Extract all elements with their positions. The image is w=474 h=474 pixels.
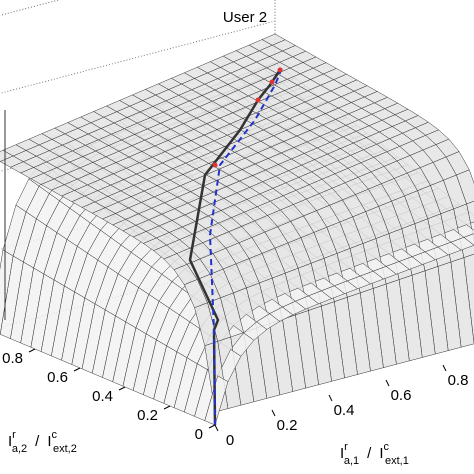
y-tick-label: 0.4	[92, 388, 113, 405]
y-axis-label: Ir a,2 / Ic ext,2	[8, 429, 77, 455]
label-part: I	[47, 433, 51, 450]
y-tick-label: 0.2	[137, 407, 158, 424]
x-tick	[214, 424, 219, 432]
y-tick	[208, 424, 216, 429]
label-part: I	[340, 445, 344, 462]
wall-grid	[0, 20, 276, 94]
trajectory-user	[188, 69, 282, 426]
point	[277, 67, 283, 73]
x-tick	[328, 394, 333, 402]
label-part: r	[344, 441, 348, 453]
y-tick	[118, 386, 126, 391]
chart-title: User 2	[223, 9, 267, 26]
label-part: I	[8, 433, 12, 450]
x-tick	[385, 379, 390, 387]
y-tick-label: 0.8	[2, 350, 23, 367]
x-tick-label: 0.8	[448, 372, 469, 389]
trajectory-points	[212, 67, 283, 168]
trajectory-predicted	[208, 67, 283, 426]
y-tick	[28, 348, 36, 353]
y-tick-label: 0.6	[47, 369, 68, 386]
label-part: c	[383, 441, 389, 453]
label-part: ext,2	[53, 443, 77, 455]
label-part: I	[379, 445, 383, 462]
surface-cell	[204, 375, 229, 426]
label-part: c	[51, 429, 57, 441]
point	[255, 97, 261, 103]
x-tick-label: 0	[226, 432, 234, 449]
label-part: a,2	[12, 443, 27, 455]
label-part: /	[367, 445, 372, 462]
label-part: ext,1	[385, 455, 409, 467]
y-tick	[73, 367, 81, 372]
y-tick-label: 0	[195, 426, 203, 443]
y-tick	[163, 405, 171, 410]
x-tick	[271, 409, 276, 417]
x-tick-label: 0.2	[277, 417, 298, 434]
x-axis-label: Ir a,1 / Ic ext,1	[340, 441, 409, 467]
label-part: r	[12, 429, 16, 441]
label-part: /	[35, 433, 40, 450]
x-tick	[442, 364, 447, 372]
x-tick-label: 0.6	[391, 387, 412, 404]
point	[269, 79, 275, 85]
x-tick-label: 0.4	[334, 402, 355, 419]
point	[212, 162, 218, 168]
label-part: a,1	[344, 455, 359, 467]
surface	[0, 0, 474, 426]
